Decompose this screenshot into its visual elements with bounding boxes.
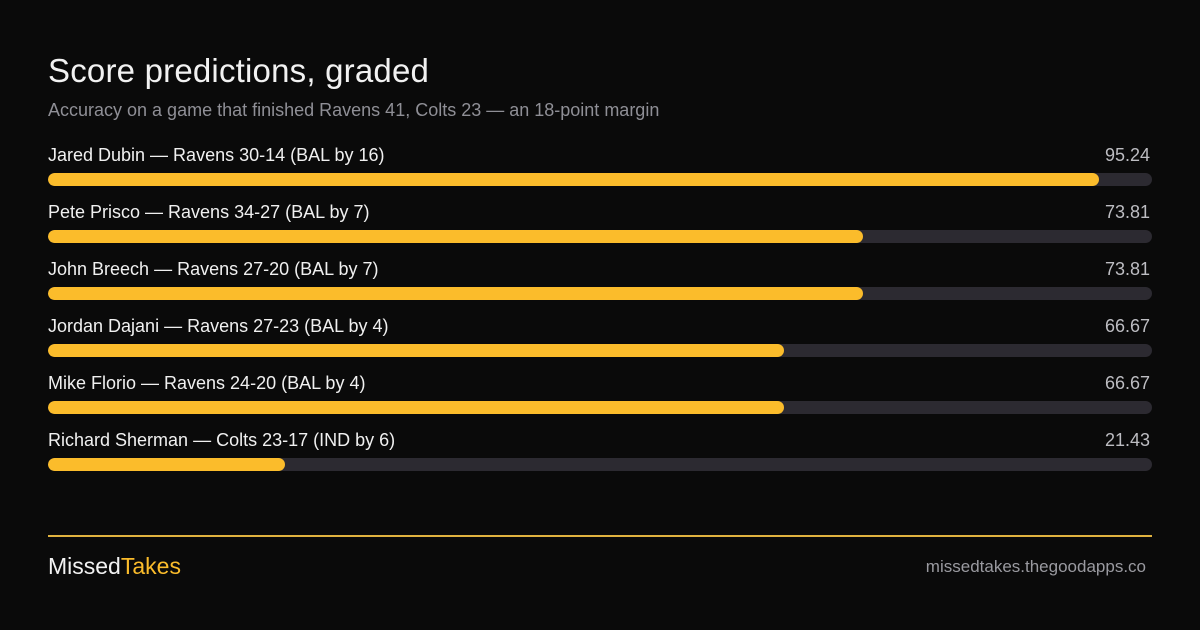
chart-subtitle: Accuracy on a game that finished Ravens … <box>48 100 660 120</box>
bar-fill <box>48 344 785 357</box>
brand-logo: MissedTakes <box>48 553 181 580</box>
bar-track <box>48 287 1152 300</box>
bar-row: Richard Sherman — Colts 23-17 (IND by 6)… <box>48 430 1152 487</box>
bar-label: Richard Sherman — Colts 23-17 (IND by 6) <box>48 430 396 450</box>
bar-fill <box>48 173 1100 186</box>
bar-label: Mike Florio — Ravens 24-20 (BAL by 4) <box>48 373 366 393</box>
bar-label: Jordan Dajani — Ravens 27-23 (BAL by 4) <box>48 316 389 336</box>
bar-row: Pete Prisco — Ravens 34-27 (BAL by 7) 73.… <box>48 202 1152 259</box>
bar-track <box>48 173 1152 186</box>
bar-label: Jared Dubin — Ravens 30-14 (BAL by 16) <box>48 145 385 165</box>
bar-fill <box>48 458 285 471</box>
bar-track <box>48 401 1152 414</box>
footer-divider <box>48 535 1152 537</box>
bar-value-label: 66.67 <box>1104 373 1150 393</box>
bar-value-label: 66.67 <box>1104 316 1150 336</box>
bar-row: Jordan Dajani — Ravens 27-23 (BAL by 4) 6… <box>48 316 1152 373</box>
bar-label: Pete Prisco — Ravens 34-27 (BAL by 7) <box>48 202 370 222</box>
bar-label: John Breech — Ravens 27-20 (BAL by 7) <box>48 259 379 279</box>
bar-row: Jared Dubin — Ravens 30-14 (BAL by 16) 95… <box>48 145 1152 202</box>
bar-value-label: 73.81 <box>1104 202 1150 222</box>
bar-row: John Breech — Ravens 27-20 (BAL by 7) 73.… <box>48 259 1152 316</box>
brand-name-part1: Missed <box>48 553 121 579</box>
bar-value-label: 73.81 <box>1104 259 1150 279</box>
bar-row: Mike Florio — Ravens 24-20 (BAL by 4) 66.… <box>48 373 1152 430</box>
bar-track <box>48 458 1152 471</box>
bar-fill <box>48 287 863 300</box>
bar-chart: Jared Dubin — Ravens 30-14 (BAL by 16) 95… <box>48 145 1152 487</box>
bar-fill <box>48 230 863 243</box>
chart-title: Score predictions, graded <box>48 52 430 89</box>
bar-track <box>48 230 1152 243</box>
brand-name-part2: Takes <box>120 553 181 579</box>
bar-track <box>48 344 1152 357</box>
bar-fill <box>48 401 785 414</box>
bar-value-label: 95.24 <box>1104 145 1150 165</box>
site-url: missedtakes.thegoodapps.co <box>925 557 1146 576</box>
bar-value-label: 21.43 <box>1104 430 1150 450</box>
